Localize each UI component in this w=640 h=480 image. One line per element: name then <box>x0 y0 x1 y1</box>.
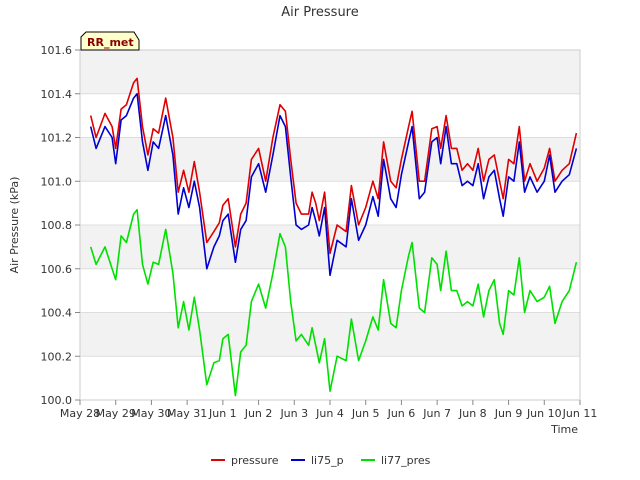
legend-label-li75_p: li75_p <box>311 454 344 467</box>
x-tick-label: Jun 1 <box>208 407 237 420</box>
legend: pressure li75_p li77_pres <box>211 454 431 467</box>
x-tick-label: Jun 6 <box>387 407 416 420</box>
x-tick-label: Jun 7 <box>422 407 451 420</box>
plot-band <box>80 312 580 357</box>
x-tick-label: Jun 8 <box>458 407 487 420</box>
plot-band <box>80 356 580 400</box>
plot-bands <box>80 49 580 401</box>
x-axis-label: Time <box>550 423 578 436</box>
plot-band <box>80 181 580 225</box>
y-tick-label: 100.4 <box>41 307 73 320</box>
x-tick-label: Jun 4 <box>315 407 344 420</box>
y-axis-label: Air Pressure (kPa) <box>8 177 21 274</box>
x-tick-label: Jun 5 <box>351 407 380 420</box>
y-axis-ticks: 100.0 100.2 100.4 100.6 100.8 101.0 101.2 101.4… <box>41 44 80 407</box>
plot-band <box>80 50 580 94</box>
station-badge: RR_met <box>80 31 140 51</box>
series-line-pressure <box>89 77 578 255</box>
station-badge-box <box>80 31 140 51</box>
series-line-li77_pres <box>89 208 578 397</box>
x-tick-label: May 29 <box>96 407 136 420</box>
y-tick-label: 100.0 <box>41 394 73 407</box>
y-tick-label: 100.2 <box>41 350 73 363</box>
x-tick-label: Jun 9 <box>494 407 523 420</box>
x-tick-label: May 31 <box>167 407 207 420</box>
station-badge-label: RR_met <box>87 36 134 49</box>
legend-label-li77_pres: li77_pres <box>381 454 431 467</box>
y-tick-label: 101.0 <box>41 175 73 188</box>
y-tick-label: 101.4 <box>41 88 73 101</box>
x-tick-label: Jun 11 <box>562 407 598 420</box>
x-tick-label: Jun 2 <box>244 407 273 420</box>
x-tick-label: May 28 <box>60 407 100 420</box>
legend-label-pressure: pressure <box>231 454 279 467</box>
plot-band <box>80 137 580 182</box>
series-lines <box>89 77 578 397</box>
x-tick-label: Jun 3 <box>279 407 308 420</box>
y-tick-label: 100.6 <box>41 263 73 276</box>
y-tick-label: 101.6 <box>41 44 73 57</box>
series-line-li75_p <box>89 92 578 277</box>
y-tick-label: 100.8 <box>41 219 73 232</box>
chart-title: Air Pressure <box>281 5 359 20</box>
x-tick-label: May 30 <box>131 407 171 420</box>
x-tick-label: Jun 10 <box>526 407 562 420</box>
y-tick-label: 101.2 <box>41 132 73 145</box>
